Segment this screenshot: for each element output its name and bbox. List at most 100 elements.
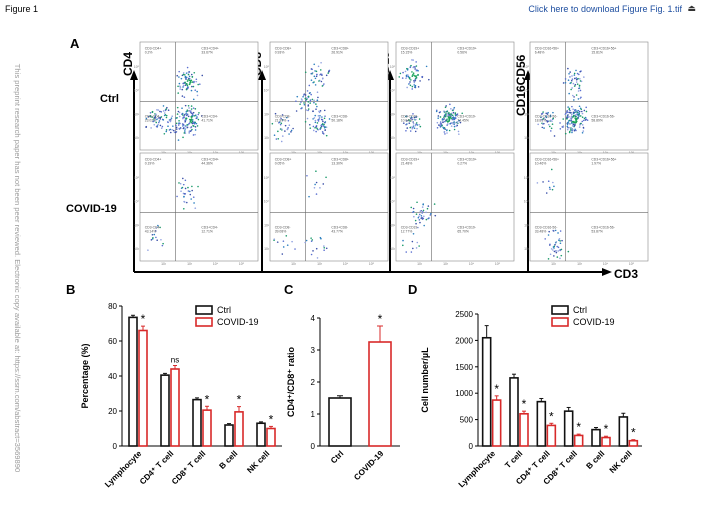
flow-event-dot (581, 110, 583, 113)
flow-event-dot (312, 81, 314, 84)
flow-event-dot (322, 183, 325, 185)
quadrant-label: CD3+CD16-56-53.87% (591, 226, 614, 234)
quadrant-label: CD3-CD19+ 15.15% (401, 47, 420, 55)
flow-event-dot (548, 230, 550, 233)
chart-c: 0 1 2 3 4 CD4⁺/CD8⁺ ratio Ctrl * COVID-19 (286, 312, 400, 482)
flow-event-dot (313, 75, 316, 78)
flow-event-dot (194, 207, 197, 209)
quadrant-label-line: CD3+CD16-56- (591, 226, 614, 230)
flow-event-dot (155, 114, 157, 116)
flow-event-dot (192, 107, 195, 109)
flow-event-dot (183, 196, 185, 198)
flow-event-dot (195, 78, 198, 81)
flow-event-dot (578, 126, 581, 128)
flow-event-dot (555, 250, 557, 252)
flow-event-dot (183, 73, 186, 76)
flow-event-dot (187, 78, 189, 81)
flow-event-dot (315, 108, 317, 110)
flow-event-dot (547, 234, 550, 236)
flow-event-dot (570, 88, 572, 91)
category-label: B cell (585, 449, 607, 471)
flow-event-dot (576, 72, 579, 75)
flow-event-dot (570, 113, 573, 116)
flow-event-dot (185, 112, 187, 115)
flow-event-dot (171, 115, 173, 117)
flow-tick-label: 10⁴ (469, 262, 475, 266)
flow-event-dot (559, 240, 561, 242)
download-icon[interactable]: ⏏ (687, 3, 696, 13)
flow-event-dot (406, 120, 408, 122)
flow-event-dot (581, 131, 584, 134)
flow-plot: CD3-CD4+ 0.2% CD3+CD4+ 33.67% CD3-CD4-23.02%… (134, 41, 259, 155)
flow-event-dot (557, 250, 560, 252)
flow-event-dot (441, 119, 444, 121)
flow-event-dot (305, 109, 308, 111)
flow-event-dot (402, 244, 404, 247)
flow-event-dot (555, 251, 558, 254)
download-figure-link[interactable]: Click here to download Figure Fig. 1.tif (528, 4, 682, 14)
bar (128, 316, 138, 447)
flow-event-dot (413, 127, 416, 129)
quadrant-label: CD3+CD4-41.71% (201, 115, 218, 123)
flow-event-dot (542, 118, 545, 120)
flow-event-dot (556, 256, 559, 258)
legend-swatch (551, 317, 569, 327)
flow-event-dot (155, 227, 158, 229)
flow-event-dot (152, 237, 154, 239)
quadrant-label-line: 65.70% (457, 230, 469, 234)
flow-event-dot (420, 217, 423, 219)
flow-event-dot (544, 238, 547, 240)
flow-event-dot (571, 125, 574, 127)
panel-d-letter: D (408, 282, 418, 297)
flow-event-dot (401, 77, 404, 79)
flow-event-dot (305, 98, 308, 101)
flow-event-dot (572, 108, 574, 111)
quadrant-label-line: CD3+CD8- (331, 115, 348, 119)
flow-event-dot (537, 123, 539, 126)
flow-event-dot (567, 106, 569, 108)
flow-event-dot (569, 123, 571, 125)
flow-event-dot (166, 106, 168, 109)
flow-event-dot (163, 114, 166, 117)
quadrant-label: CD3-CD19-12.77% (401, 226, 419, 234)
flow-event-dot (578, 85, 581, 87)
flow-event-dot (183, 200, 185, 203)
flow-event-dot (290, 131, 292, 133)
flow-event-dot (415, 118, 417, 121)
flow-event-dot (178, 111, 181, 114)
flow-event-dot (435, 110, 438, 113)
quadrant-label-line: CD3+CD19- (457, 115, 476, 119)
flow-event-dot (567, 111, 569, 114)
flow-event-dot (545, 192, 548, 194)
quadrant-label: CD3+CD8-43.77% (331, 226, 348, 234)
flow-event-dot (578, 110, 581, 113)
flow-event-dot (315, 247, 318, 250)
flow-event-dot (552, 230, 555, 232)
quadrant-label-line: 43.14% (145, 230, 157, 234)
quadrant-label: CD3+CD19+ 0.27% (457, 158, 476, 166)
flow-tick-label: 10³ (187, 262, 193, 266)
flow-tick-label: 10⁵ (239, 262, 245, 266)
flow-event-dot (281, 253, 284, 255)
flow-event-dot (155, 125, 158, 128)
flow-event-dot (184, 128, 186, 130)
flow-event-dot (411, 75, 414, 78)
flow-event-dot (409, 84, 412, 87)
flow-event-dot (197, 118, 200, 121)
flow-event-dot (559, 242, 562, 245)
flow-event-dot (197, 113, 200, 116)
flow-event-dot (157, 117, 160, 120)
flow-event-dot (580, 96, 582, 99)
flow-plot: CD3-CD8+ 0.93% CD3+CD8+ 26.91% CD3-CD8-21.99… (264, 41, 389, 155)
flow-event-dot (328, 70, 330, 73)
flow-tick-label: 10³ (390, 112, 396, 116)
flow-event-dot (446, 118, 448, 120)
flow-event-dot (580, 80, 583, 83)
flow-event-dot (310, 240, 313, 243)
flow-event-dot (196, 94, 199, 97)
flow-event-dot (562, 125, 565, 127)
flow-event-dot (411, 127, 414, 130)
flow-event-dot (156, 239, 158, 241)
significance-label: * (205, 392, 210, 406)
flow-event-dot (418, 245, 420, 247)
